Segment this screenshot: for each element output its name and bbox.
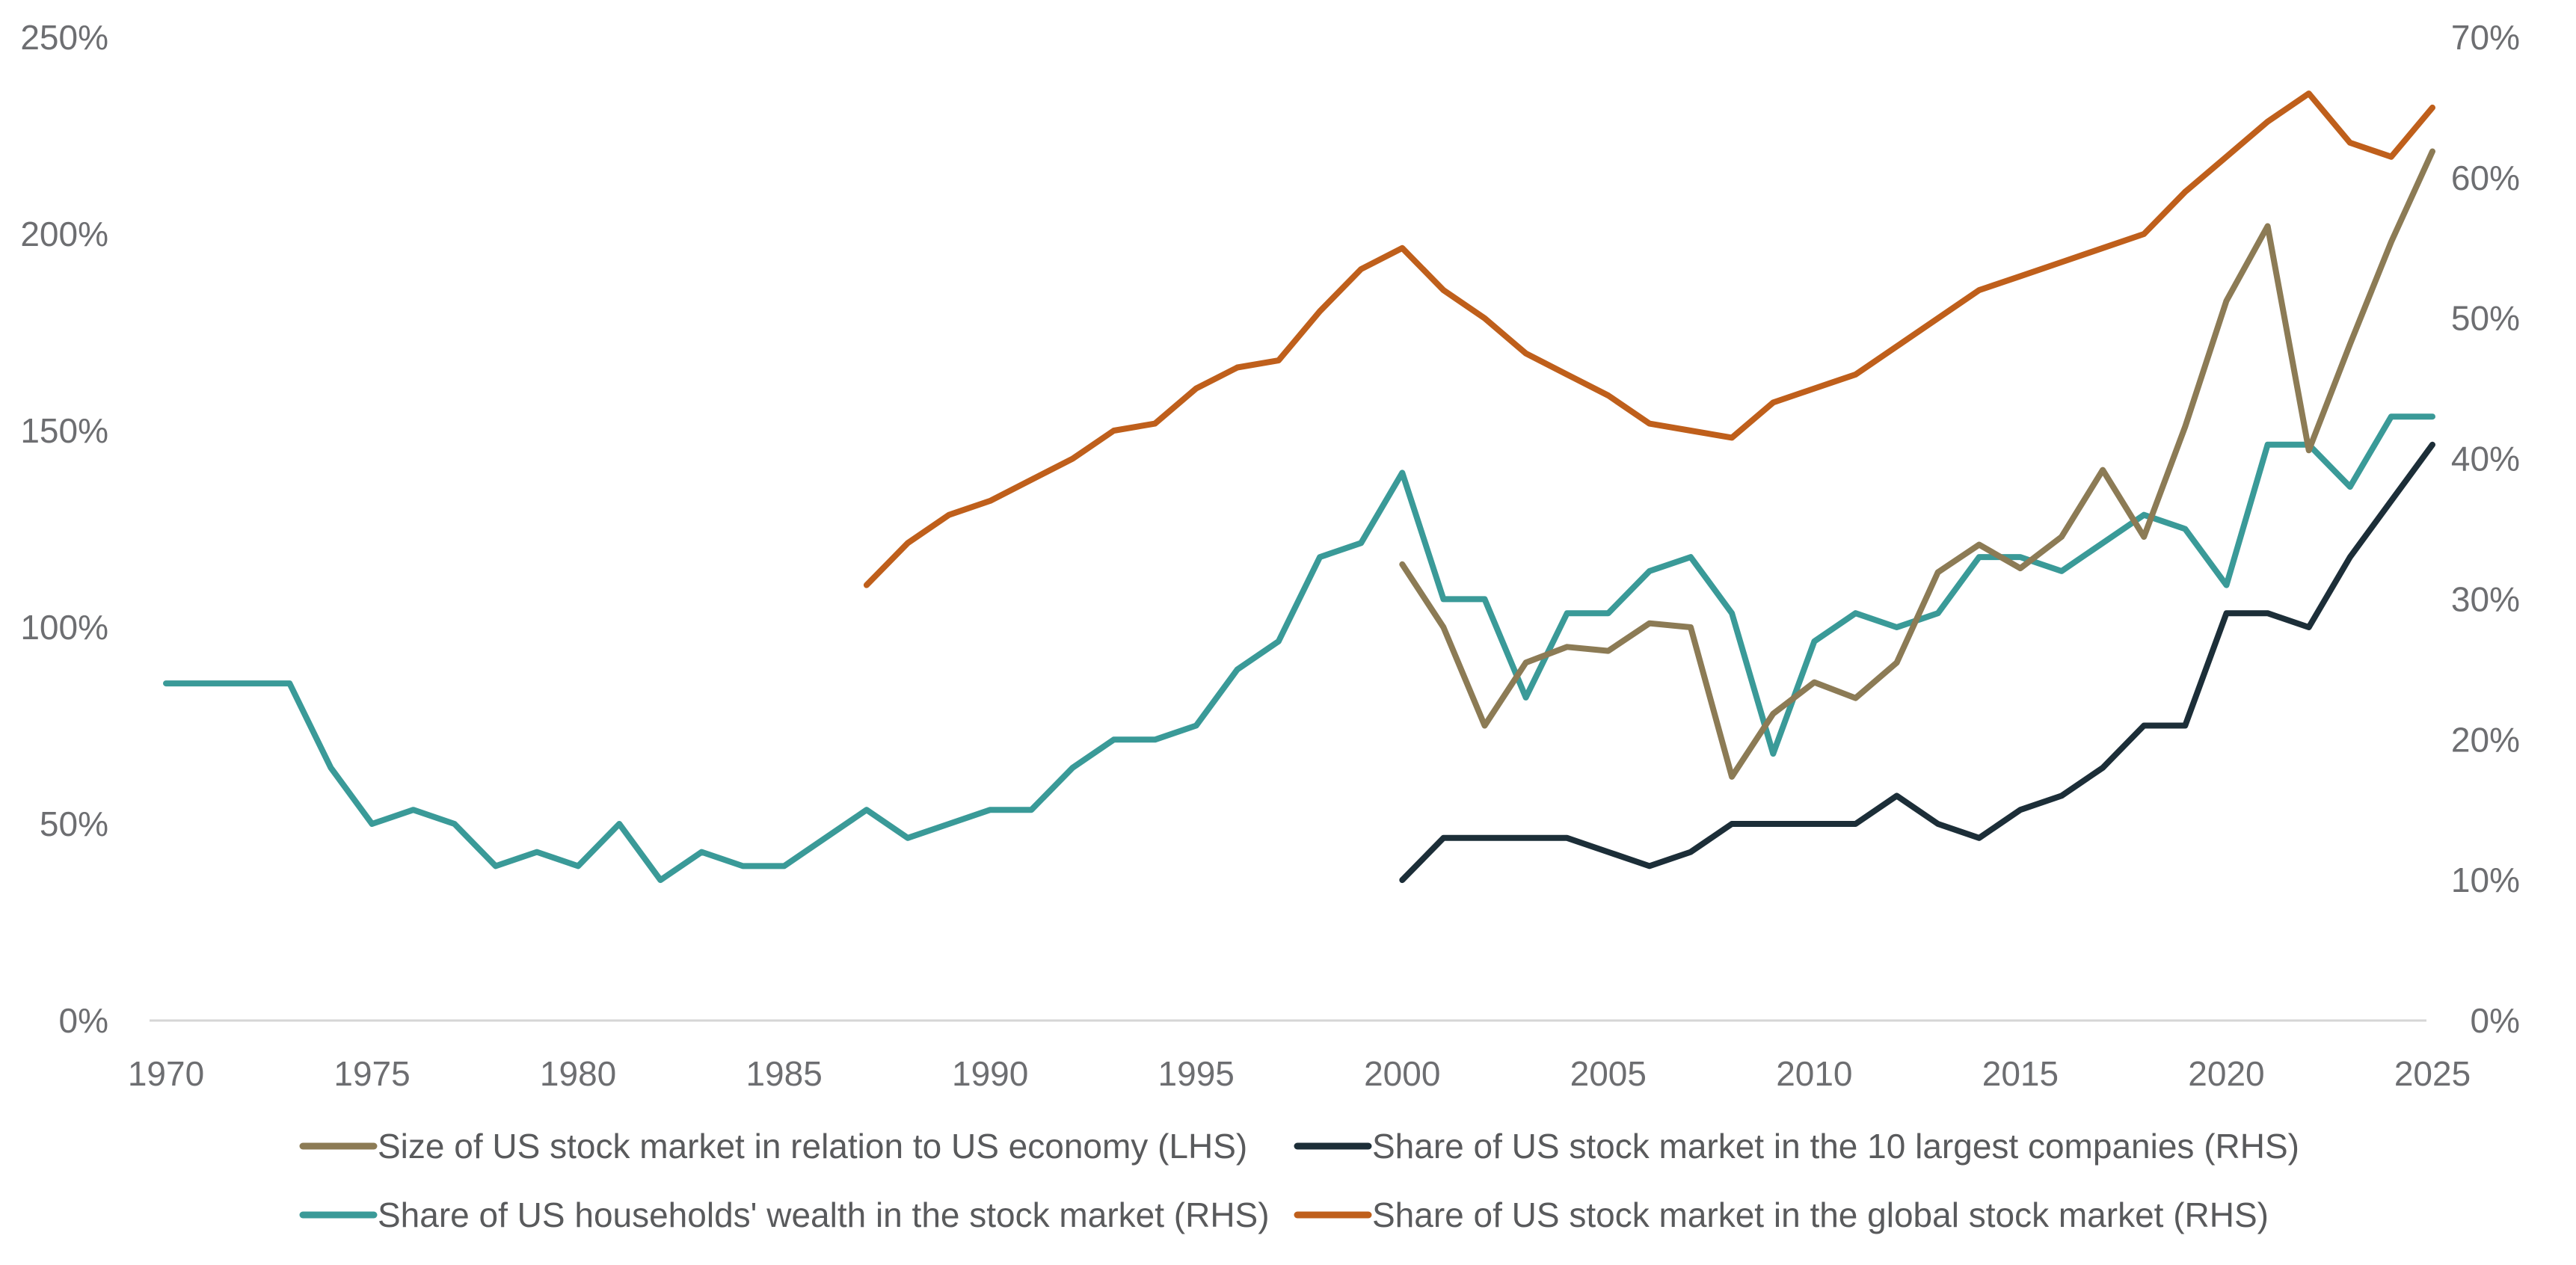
- y-left-tick-label: 100%: [20, 608, 108, 647]
- y-right-tick-label: 20%: [2451, 720, 2520, 759]
- series-line-1: [1399, 148, 2435, 780]
- y-right-tick-label: 70%: [2451, 18, 2520, 57]
- x-tick-label: 1980: [540, 1054, 616, 1093]
- legend-label: Share of US stock market in the global s…: [1372, 1195, 2269, 1234]
- series-line-2: [1399, 441, 2435, 884]
- series-layer: [163, 90, 2435, 884]
- tick-labels: 1970 1975 1980 1985 1990 1995 2000 2005 2010 2015…: [20, 18, 2520, 1093]
- x-tick-label: 2015: [1982, 1054, 2059, 1093]
- x-tick-label: 2010: [1776, 1054, 1852, 1093]
- y-right-tick-label: 30%: [2451, 579, 2520, 618]
- y-right-tick-label: 60%: [2451, 158, 2520, 197]
- series-line-4: [863, 90, 2435, 588]
- y-left-tick-label: 0%: [59, 1001, 108, 1040]
- legend-label: Share of US stock market in the 10 large…: [1372, 1127, 2299, 1166]
- x-tick-label: 1985: [746, 1054, 822, 1093]
- y-left-tick-label: 250%: [20, 18, 108, 57]
- y-left-tick-label: 200%: [20, 215, 108, 253]
- y-right-tick-label: 40%: [2451, 440, 2520, 478]
- x-tick-label: 2025: [2394, 1054, 2471, 1093]
- x-tick-label: 2020: [2188, 1054, 2264, 1093]
- x-tick-label: 1995: [1158, 1054, 1235, 1093]
- y-right-tick-label: 10%: [2451, 861, 2520, 899]
- y-right-tick-label: 0%: [2471, 1001, 2520, 1040]
- x-tick-label: 2005: [1570, 1054, 1647, 1093]
- x-tick-label: 2000: [1364, 1054, 1440, 1093]
- legend-label: Share of US households' wealth in the st…: [378, 1195, 1270, 1234]
- legend: Size of US stock market in relation to U…: [299, 1127, 2299, 1234]
- y-right-tick-label: 50%: [2451, 299, 2520, 338]
- x-tick-label: 1990: [952, 1054, 1028, 1093]
- y-left-tick-label: 50%: [40, 804, 108, 843]
- x-tick-label: 1970: [128, 1054, 204, 1093]
- x-tick-label: 1975: [333, 1054, 410, 1093]
- legend-label: Size of US stock market in relation to U…: [378, 1127, 1247, 1166]
- series-line-3: [163, 413, 2435, 884]
- y-left-tick-label: 150%: [20, 411, 108, 450]
